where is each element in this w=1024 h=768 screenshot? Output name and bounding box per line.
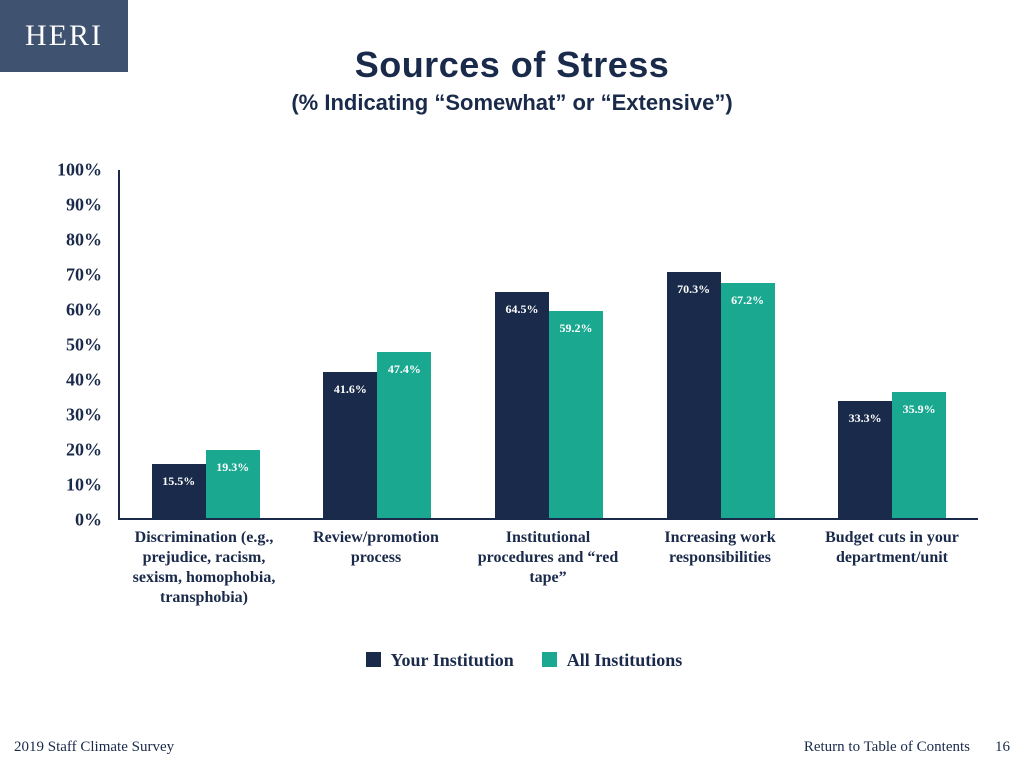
- bar-value-label: 41.6%: [323, 382, 377, 397]
- y-tick-label: 30%: [66, 405, 102, 426]
- footer-survey-name: 2019 Staff Climate Survey: [14, 739, 174, 756]
- y-tick-label: 70%: [66, 265, 102, 286]
- bar-value-label: 15.5%: [152, 474, 206, 489]
- slide-page: HERI Sources of Stress (% Indicating “So…: [0, 0, 1024, 768]
- bar-b: 19.3%: [206, 450, 260, 518]
- bar-b: 67.2%: [721, 283, 775, 518]
- x-category-label: Review/promotion process: [290, 528, 462, 608]
- bar-value-label: 33.3%: [838, 411, 892, 426]
- legend-label-your-institution: Your Institution: [391, 650, 514, 670]
- bar-value-label: 47.4%: [377, 362, 431, 377]
- legend-label-all-institutions: All Institutions: [567, 650, 683, 670]
- y-tick-label: 10%: [66, 475, 102, 496]
- bar-groups: 15.5%19.3%41.6%47.4%64.5%59.2%70.3%67.2%…: [120, 170, 978, 518]
- bar-value-label: 59.2%: [549, 321, 603, 336]
- x-axis-labels: Discrimination (e.g., prejudice, racism,…: [118, 528, 978, 608]
- bar-b: 59.2%: [549, 311, 603, 518]
- bar-a: 41.6%: [323, 372, 377, 518]
- bar-group: 33.3%35.9%: [806, 170, 978, 518]
- chart-legend: Your Institution All Institutions: [0, 650, 1024, 671]
- bar-b: 35.9%: [892, 392, 946, 518]
- title-block: Sources of Stress (% Indicating “Somewha…: [0, 44, 1024, 116]
- plot-area: 15.5%19.3%41.6%47.4%64.5%59.2%70.3%67.2%…: [118, 170, 978, 520]
- bar-a: 15.5%: [152, 464, 206, 518]
- page-title: Sources of Stress: [0, 44, 1024, 86]
- x-category-label: Institutional procedures and “red tape”: [462, 528, 634, 608]
- bar-a: 33.3%: [838, 401, 892, 518]
- bar-value-label: 35.9%: [892, 402, 946, 417]
- y-tick-label: 100%: [57, 160, 102, 181]
- stress-bar-chart: 0%10%20%30%40%50%60%70%80%90%100% 15.5%1…: [40, 170, 980, 520]
- bar-group: 70.3%67.2%: [635, 170, 807, 518]
- y-tick-label: 40%: [66, 370, 102, 391]
- bar-a: 70.3%: [667, 272, 721, 518]
- bar-value-label: 67.2%: [721, 293, 775, 308]
- bar-group: 15.5%19.3%: [120, 170, 292, 518]
- page-subtitle: (% Indicating “Somewhat” or “Extensive”): [0, 90, 1024, 116]
- y-tick-label: 60%: [66, 300, 102, 321]
- page-number: 16: [995, 739, 1010, 756]
- y-tick-label: 90%: [66, 195, 102, 216]
- bar-group: 41.6%47.4%: [292, 170, 464, 518]
- bar-value-label: 19.3%: [206, 460, 260, 475]
- slide-footer: 2019 Staff Climate Survey Return to Tabl…: [0, 732, 1024, 760]
- x-category-label: Discrimination (e.g., prejudice, racism,…: [118, 528, 290, 608]
- x-category-label: Increasing work responsibilities: [634, 528, 806, 608]
- y-tick-label: 0%: [75, 510, 102, 531]
- y-axis: 0%10%20%30%40%50%60%70%80%90%100%: [40, 170, 110, 520]
- return-to-toc-link[interactable]: Return to Table of Contents: [804, 739, 970, 756]
- bar-b: 47.4%: [377, 352, 431, 518]
- y-tick-label: 20%: [66, 440, 102, 461]
- y-tick-label: 80%: [66, 230, 102, 251]
- y-tick-label: 50%: [66, 335, 102, 356]
- bar-value-label: 64.5%: [495, 302, 549, 317]
- bar-a: 64.5%: [495, 292, 549, 518]
- bar-group: 64.5%59.2%: [463, 170, 635, 518]
- legend-swatch-your-institution: [366, 652, 381, 667]
- bar-value-label: 70.3%: [667, 282, 721, 297]
- legend-swatch-all-institutions: [542, 652, 557, 667]
- x-category-label: Budget cuts in your department/unit: [806, 528, 978, 608]
